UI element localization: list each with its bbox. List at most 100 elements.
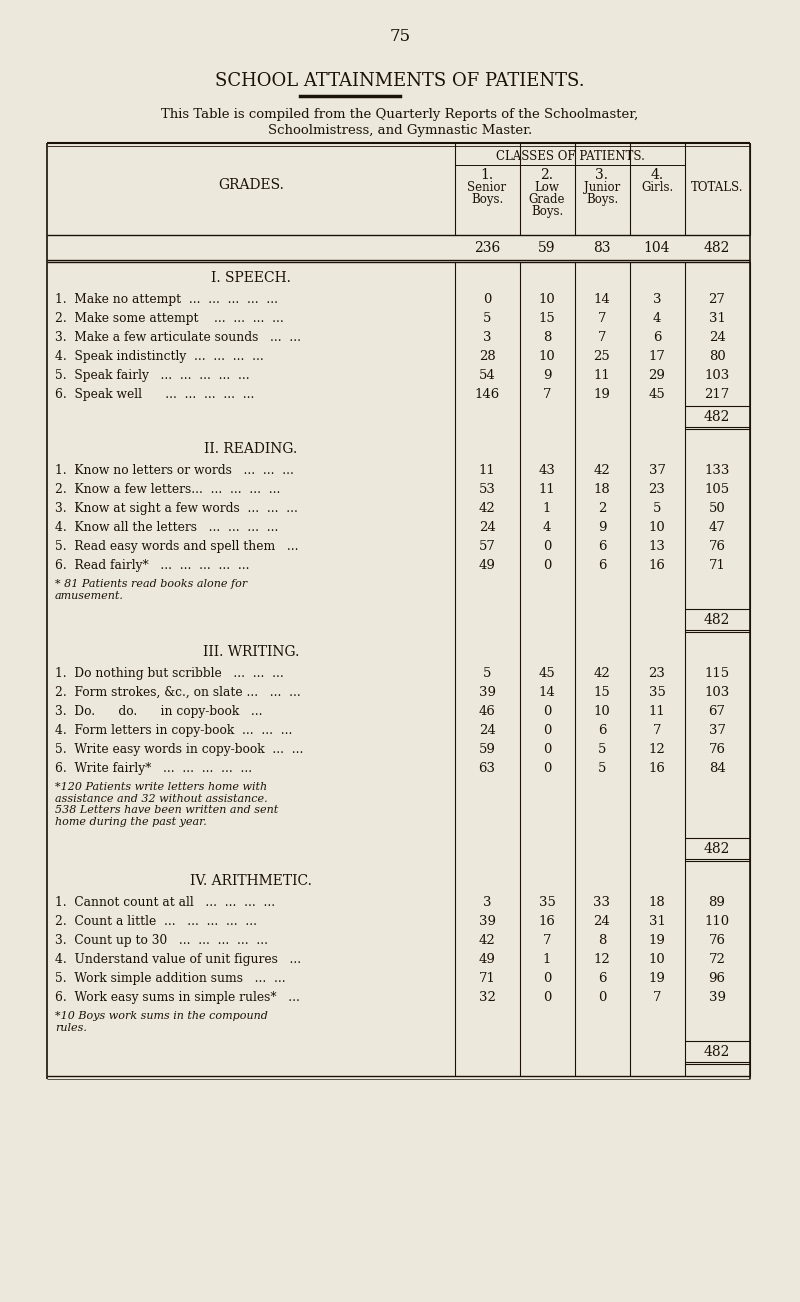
Text: 75: 75 bbox=[390, 29, 410, 46]
Text: 29: 29 bbox=[649, 368, 666, 381]
Text: 13: 13 bbox=[649, 540, 666, 553]
Text: 3: 3 bbox=[482, 896, 491, 909]
Text: 42: 42 bbox=[478, 503, 495, 516]
Text: 5: 5 bbox=[483, 667, 491, 680]
Text: CLASSES OF PATIENTS.: CLASSES OF PATIENTS. bbox=[495, 150, 645, 163]
Text: 54: 54 bbox=[478, 368, 495, 381]
Text: 4.: 4. bbox=[650, 168, 663, 182]
Text: 19: 19 bbox=[649, 973, 666, 986]
Text: 42: 42 bbox=[478, 934, 495, 947]
Text: 5.  Speak fairly   ...  ...  ...  ...  ...: 5. Speak fairly ... ... ... ... ... bbox=[55, 368, 250, 381]
Text: 24: 24 bbox=[478, 724, 495, 737]
Text: 10: 10 bbox=[649, 953, 666, 966]
Text: 12: 12 bbox=[649, 743, 666, 756]
Text: 46: 46 bbox=[478, 704, 495, 717]
Text: 217: 217 bbox=[704, 388, 730, 401]
Text: 3: 3 bbox=[653, 293, 662, 306]
Text: 84: 84 bbox=[709, 762, 726, 775]
Text: 42: 42 bbox=[594, 667, 610, 680]
Text: 236: 236 bbox=[474, 241, 500, 255]
Text: 482: 482 bbox=[704, 1046, 730, 1059]
Text: 8: 8 bbox=[543, 331, 551, 344]
Text: 7: 7 bbox=[542, 388, 551, 401]
Text: 3.  Make a few articulate sounds   ...  ...: 3. Make a few articulate sounds ... ... bbox=[55, 331, 301, 344]
Text: 33: 33 bbox=[594, 896, 610, 909]
Text: 0: 0 bbox=[543, 973, 551, 986]
Text: 3.  Do.      do.      in copy-book   ...: 3. Do. do. in copy-book ... bbox=[55, 704, 262, 717]
Text: 50: 50 bbox=[709, 503, 726, 516]
Text: 1.  Do nothing but scribble   ...  ...  ...: 1. Do nothing but scribble ... ... ... bbox=[55, 667, 284, 680]
Text: 76: 76 bbox=[709, 540, 726, 553]
Text: 9: 9 bbox=[598, 521, 606, 534]
Text: 0: 0 bbox=[543, 540, 551, 553]
Text: 482: 482 bbox=[704, 241, 730, 255]
Text: IV. ARITHMETIC.: IV. ARITHMETIC. bbox=[190, 874, 312, 888]
Text: 4.  Understand value of unit figures   ...: 4. Understand value of unit figures ... bbox=[55, 953, 301, 966]
Text: 71: 71 bbox=[709, 559, 726, 572]
Text: 39: 39 bbox=[478, 915, 495, 928]
Text: 104: 104 bbox=[644, 241, 670, 255]
Text: 11: 11 bbox=[594, 368, 610, 381]
Text: 16: 16 bbox=[649, 762, 666, 775]
Text: 5: 5 bbox=[598, 743, 606, 756]
Text: 5: 5 bbox=[653, 503, 661, 516]
Text: 35: 35 bbox=[649, 686, 666, 699]
Text: 3.  Know at sight a few words  ...  ...  ...: 3. Know at sight a few words ... ... ... bbox=[55, 503, 298, 516]
Text: 39: 39 bbox=[709, 991, 726, 1004]
Text: 110: 110 bbox=[705, 915, 730, 928]
Text: 28: 28 bbox=[478, 350, 495, 363]
Text: Schoolmistress, and Gymnastic Master.: Schoolmistress, and Gymnastic Master. bbox=[268, 124, 532, 137]
Text: 59: 59 bbox=[478, 743, 495, 756]
Text: 103: 103 bbox=[704, 686, 730, 699]
Text: 10: 10 bbox=[649, 521, 666, 534]
Text: 3.: 3. bbox=[595, 168, 609, 182]
Text: 3: 3 bbox=[482, 331, 491, 344]
Text: 1.  Know no letters or words   ...  ...  ...: 1. Know no letters or words ... ... ... bbox=[55, 464, 294, 477]
Text: 37: 37 bbox=[709, 724, 726, 737]
Text: 4.  Speak indistinctly  ...  ...  ...  ...: 4. Speak indistinctly ... ... ... ... bbox=[55, 350, 264, 363]
Text: 7: 7 bbox=[542, 934, 551, 947]
Text: 14: 14 bbox=[538, 686, 555, 699]
Text: 31: 31 bbox=[649, 915, 666, 928]
Text: 6: 6 bbox=[598, 724, 606, 737]
Text: 0: 0 bbox=[543, 762, 551, 775]
Text: GRADES.: GRADES. bbox=[218, 178, 284, 191]
Text: Girls.: Girls. bbox=[641, 181, 673, 194]
Text: This Table is compiled from the Quarterly Reports of the Schoolmaster,: This Table is compiled from the Quarterl… bbox=[162, 108, 638, 121]
Text: 9: 9 bbox=[542, 368, 551, 381]
Text: 482: 482 bbox=[704, 613, 730, 628]
Text: 19: 19 bbox=[649, 934, 666, 947]
Text: Junior: Junior bbox=[584, 181, 620, 194]
Text: 57: 57 bbox=[478, 540, 495, 553]
Text: 2.  Form strokes, &c., on slate ...   ...  ...: 2. Form strokes, &c., on slate ... ... .… bbox=[55, 686, 301, 699]
Text: 0: 0 bbox=[598, 991, 606, 1004]
Text: 1.  Cannot count at all   ...  ...  ...  ...: 1. Cannot count at all ... ... ... ... bbox=[55, 896, 275, 909]
Text: 105: 105 bbox=[705, 483, 730, 496]
Text: 11: 11 bbox=[478, 464, 495, 477]
Text: 7: 7 bbox=[598, 331, 606, 344]
Text: 83: 83 bbox=[594, 241, 610, 255]
Text: 17: 17 bbox=[649, 350, 666, 363]
Text: 5.  Write easy words in copy-book  ...  ...: 5. Write easy words in copy-book ... ... bbox=[55, 743, 303, 756]
Text: 5: 5 bbox=[598, 762, 606, 775]
Text: 6: 6 bbox=[598, 559, 606, 572]
Text: 10: 10 bbox=[538, 350, 555, 363]
Text: 18: 18 bbox=[649, 896, 666, 909]
Text: 0: 0 bbox=[543, 991, 551, 1004]
Text: 146: 146 bbox=[474, 388, 500, 401]
Text: 42: 42 bbox=[594, 464, 610, 477]
Text: 2.: 2. bbox=[541, 168, 554, 182]
Text: 10: 10 bbox=[538, 293, 555, 306]
Text: I. SPEECH.: I. SPEECH. bbox=[211, 271, 291, 285]
Text: 5.  Read easy words and spell them   ...: 5. Read easy words and spell them ... bbox=[55, 540, 298, 553]
Text: SCHOOL ATTAINMENTS OF PATIENTS.: SCHOOL ATTAINMENTS OF PATIENTS. bbox=[215, 72, 585, 90]
Text: 24: 24 bbox=[478, 521, 495, 534]
Text: 0: 0 bbox=[543, 743, 551, 756]
Text: 37: 37 bbox=[649, 464, 666, 477]
Text: 39: 39 bbox=[478, 686, 495, 699]
Text: 1.: 1. bbox=[481, 168, 494, 182]
Text: 0: 0 bbox=[483, 293, 491, 306]
Text: III. WRITING.: III. WRITING. bbox=[203, 644, 299, 659]
Text: 76: 76 bbox=[709, 934, 726, 947]
Text: 0: 0 bbox=[543, 724, 551, 737]
